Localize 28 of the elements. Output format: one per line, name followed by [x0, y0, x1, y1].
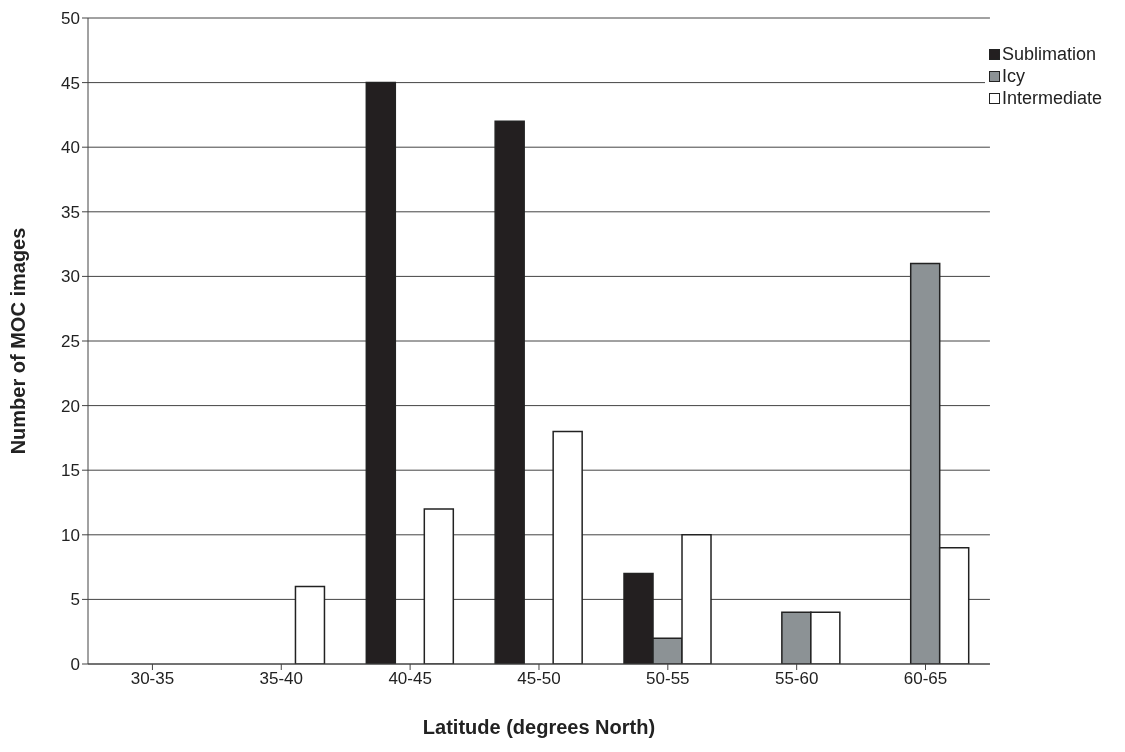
- y-tick-label: 30: [61, 267, 80, 287]
- y-tick-label: 5: [70, 590, 80, 610]
- x-tick-label: 60-65: [903, 669, 948, 689]
- y-tick-label: 25: [61, 332, 80, 352]
- bar: [494, 120, 525, 664]
- legend-label: Intermediate: [1001, 87, 1102, 109]
- y-tick-label: 40: [61, 138, 80, 158]
- legend-label: Icy: [1001, 65, 1025, 87]
- y-axis-title: Number of MOC images: [7, 227, 30, 455]
- y-tick-label: 20: [61, 396, 80, 416]
- y-tick-label: 50: [61, 9, 80, 29]
- x-tick-label: 45-50: [517, 669, 561, 689]
- legend-label: Sublimation: [1001, 43, 1096, 65]
- bar: [552, 430, 583, 664]
- y-tick-label: 15: [61, 461, 80, 481]
- bar: [294, 585, 326, 664]
- x-axis-title: Latitude (degrees North): [422, 716, 656, 738]
- y-tick-label: 45: [61, 73, 80, 93]
- y-tick-label: 0: [70, 655, 80, 675]
- x-tick-label: 50-55: [646, 669, 690, 689]
- x-tick-label: 40-45: [388, 669, 432, 689]
- bar: [365, 81, 397, 664]
- x-tick-label: 30-35: [130, 669, 175, 689]
- x-tick-label: 55-60: [774, 669, 819, 689]
- bar: [423, 508, 455, 664]
- y-tick-label: 10: [61, 525, 80, 545]
- x-tick-label: 35-40: [259, 669, 304, 689]
- y-tick-label: 35: [61, 202, 80, 222]
